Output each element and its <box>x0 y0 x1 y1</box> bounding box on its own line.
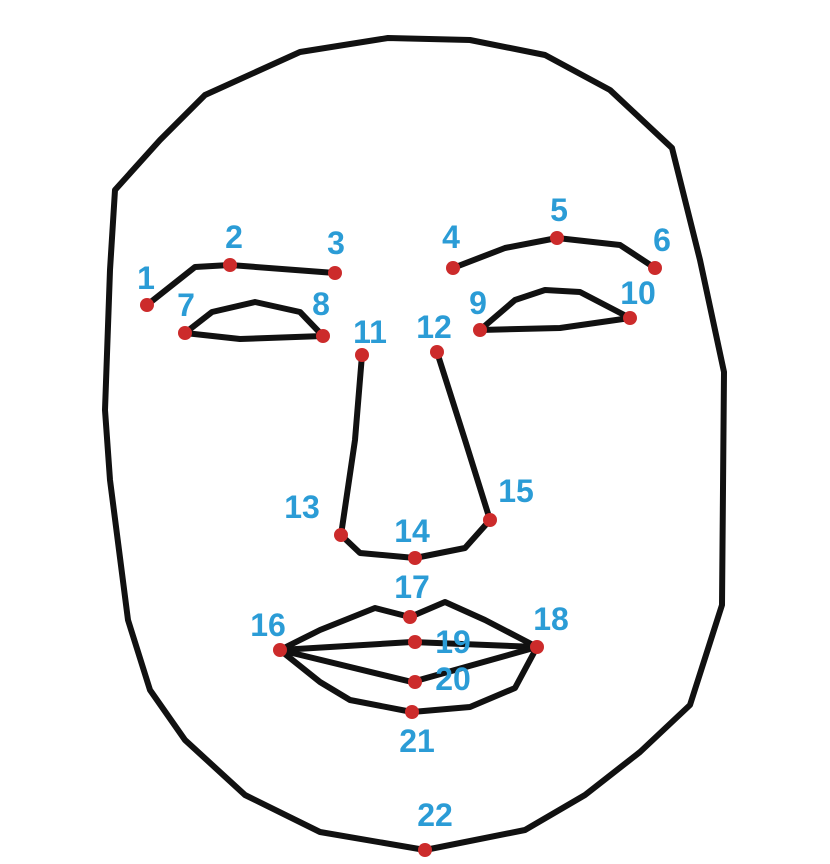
landmark-points <box>140 231 662 857</box>
landmark-point-1 <box>140 298 154 312</box>
landmark-label-3: 3 <box>327 225 345 261</box>
landmark-label-2: 2 <box>225 219 243 255</box>
nose-left-line <box>338 352 365 538</box>
landmark-point-10 <box>623 311 637 325</box>
left-eye <box>182 299 326 342</box>
landmark-label-8: 8 <box>312 286 330 322</box>
landmark-label-20: 20 <box>435 661 471 697</box>
landmark-point-7 <box>178 326 192 340</box>
nose-right-line <box>434 349 493 523</box>
landmark-point-6 <box>648 261 662 275</box>
landmark-point-13 <box>334 528 348 542</box>
landmark-point-14 <box>408 551 422 565</box>
landmark-point-16 <box>273 643 287 657</box>
landmark-label-16: 16 <box>250 607 286 643</box>
landmark-label-22: 22 <box>417 797 453 833</box>
landmark-point-12 <box>430 345 444 359</box>
landmark-point-21 <box>405 705 419 719</box>
landmark-point-9 <box>473 323 487 337</box>
landmark-label-7: 7 <box>177 287 195 323</box>
landmark-point-5 <box>550 231 564 245</box>
landmark-label-21: 21 <box>399 723 435 759</box>
landmark-label-9: 9 <box>469 285 487 321</box>
landmark-label-4: 4 <box>442 219 460 255</box>
landmark-label-1: 1 <box>137 260 155 296</box>
landmark-label-10: 10 <box>620 275 656 311</box>
landmark-label-18: 18 <box>533 601 569 637</box>
landmark-point-17 <box>403 610 417 624</box>
landmark-point-3 <box>328 266 342 280</box>
landmark-label-15: 15 <box>498 473 534 509</box>
landmark-label-13: 13 <box>284 489 320 525</box>
landmark-label-12: 12 <box>416 309 452 345</box>
landmark-label-17: 17 <box>394 569 430 605</box>
landmark-label-11: 11 <box>353 314 387 350</box>
face-outline <box>102 35 727 853</box>
landmark-point-4 <box>446 261 460 275</box>
landmark-point-15 <box>483 513 497 527</box>
landmark-label-5: 5 <box>550 192 568 228</box>
left-eyebrow <box>144 262 338 308</box>
right-eye <box>477 287 633 333</box>
landmark-point-11 <box>355 348 369 362</box>
landmark-label-19: 19 <box>435 624 471 660</box>
landmark-point-18 <box>530 640 544 654</box>
landmark-label-14: 14 <box>394 513 430 549</box>
landmark-point-8 <box>316 329 330 343</box>
mouth-line-lower <box>277 644 540 685</box>
landmark-label-6: 6 <box>653 222 671 258</box>
landmark-point-20 <box>408 675 422 689</box>
landmark-point-2 <box>223 258 237 272</box>
landmark-point-19 <box>408 635 422 649</box>
landmark-point-22 <box>418 843 432 857</box>
